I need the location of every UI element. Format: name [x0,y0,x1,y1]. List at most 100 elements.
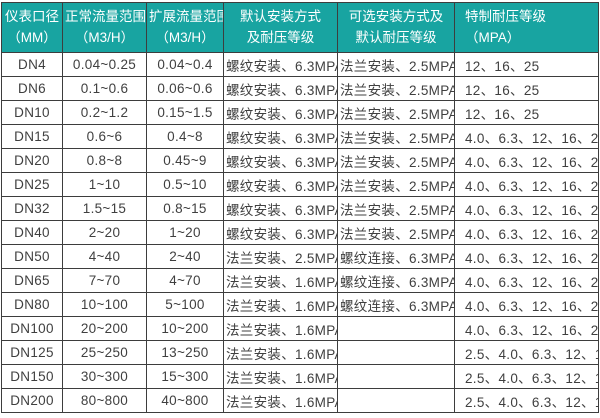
cell-extended_flow: 2~40 [146,244,224,269]
cell-extended_flow: 0.04~0.4 [146,52,224,77]
table-row: DN40 2~20 1~20 螺纹安装、6.3MPA 法兰安装、2.5MPA 4.0、6.… [1,220,599,245]
flowmeter-spec-table-wrap: 仪表口径 （MM） 正常流量范围 （M3/H） 扩展流量范围 （M3/H） 默认… [1,2,599,413]
cell-special_pressure: 2.5、4.0、6.3、12、16 [454,364,599,389]
header-diameter-line2: （MM） [7,29,57,45]
cell-normal_flow: 7~70 [62,268,147,293]
cell-normal_flow: 25~250 [62,340,147,365]
cell-default_install: 螺纹安装、6.3MPA [223,100,338,125]
header-diameter-line1: 仪表口径 [5,9,59,25]
table-header: 仪表口径 （MM） 正常流量范围 （M3/H） 扩展流量范围 （M3/H） 默认… [1,2,599,53]
cell-optional_install: 螺纹连接、6.3MPA [337,244,455,269]
cell-extended_flow: 0.45~9 [146,148,224,173]
header-normal-flow-line1: 正常流量范围 [65,9,146,25]
header-normal-flow-line2: （M3/H） [74,29,135,45]
cell-default_install: 法兰安装、2.5MPA [223,244,338,269]
cell-diameter: DN20 [1,148,63,173]
header-special-pressure-line2: （MPA） [465,29,521,45]
cell-special_pressure: 4.0、6.3、12、16、25 [454,124,599,149]
cell-optional_install: 法兰安装、2.5MPA [337,220,455,245]
cell-default_install: 法兰安装、1.6MPA [223,316,338,341]
cell-diameter: DN10 [1,100,63,125]
cell-special_pressure: 4.0、6.3、12、16、25 [454,220,599,245]
cell-diameter: DN50 [1,244,63,269]
table-row: DN150 30~300 15~300 法兰安装、1.6MPA 2.5、4.0、6.3、… [1,364,599,389]
header-diameter: 仪表口径 （MM） [1,2,63,53]
cell-default_install: 螺纹安装、6.3MPA [223,52,338,77]
cell-optional_install [337,388,455,413]
cell-diameter: DN40 [1,220,63,245]
cell-diameter: DN6 [1,76,63,101]
cell-optional_install [337,340,455,365]
cell-extended_flow: 0.06~0.6 [146,76,224,101]
cell-diameter: DN80 [1,292,63,317]
cell-optional_install: 法兰安装、2.5MPA [337,148,455,173]
cell-optional_install: 法兰安装、2.5MPA [337,52,455,77]
cell-extended_flow: 40~800 [146,388,224,413]
cell-normal_flow: 4~40 [62,244,147,269]
cell-optional_install: 法兰安装、2.5MPA [337,196,455,221]
cell-special_pressure: 4.0、6.3、12、16、25 [454,292,599,317]
cell-normal_flow: 80~800 [62,388,147,413]
cell-optional_install: 螺纹连接、6.3MPA [337,268,455,293]
flowmeter-spec-table: 仪表口径 （MM） 正常流量范围 （M3/H） 扩展流量范围 （M3/H） 默认… [1,2,599,413]
cell-default_install: 螺纹安装、6.3MPA [223,76,338,101]
header-default-install-line2: 及耐压等级 [246,29,315,45]
cell-extended_flow: 0.15~1.5 [146,100,224,125]
header-normal-flow: 正常流量范围 （M3/H） [62,2,147,53]
table-row: DN125 25~250 13~250 法兰安装、1.6MPA 2.5、4.0、6.3、… [1,340,599,365]
cell-default_install: 螺纹安装、6.3MPA [223,172,338,197]
cell-special_pressure: 4.0、6.3、12、16、25 [454,244,599,269]
cell-diameter: DN125 [1,340,63,365]
cell-default_install: 螺纹安装、6.3MPA [223,220,338,245]
cell-diameter: DN25 [1,172,63,197]
cell-diameter: DN100 [1,316,63,341]
cell-special_pressure: 4.0、6.3、12、16、25 [454,148,599,173]
cell-optional_install [337,364,455,389]
cell-default_install: 法兰安装、1.6MPA [223,340,338,365]
cell-normal_flow: 0.1~0.6 [62,76,147,101]
cell-diameter: DN150 [1,364,63,389]
cell-extended_flow: 0.5~10 [146,172,224,197]
cell-extended_flow: 1~20 [146,220,224,245]
cell-normal_flow: 0.2~1.2 [62,100,147,125]
table-row: DN100 20~200 10~200 法兰安装、1.6MPA 4.0、6.3、12、1… [1,316,599,341]
cell-normal_flow: 0.04~0.25 [62,52,147,77]
header-special-pressure: 特制耐压等级 （MPA） [454,2,599,53]
cell-special_pressure: 12、16、25 [454,100,599,125]
header-row: 仪表口径 （MM） 正常流量范围 （M3/H） 扩展流量范围 （M3/H） 默认… [1,2,599,53]
table-row: DN10 0.2~1.2 0.15~1.5 螺纹安装、6.3MPA 法兰安装、2.5MP… [1,100,599,125]
cell-diameter: DN65 [1,268,63,293]
table-row: DN200 80~800 40~800 法兰安装、1.6MPA 2.5、4.0、6.3、… [1,388,599,413]
cell-diameter: DN32 [1,196,63,221]
cell-default_install: 螺纹安装、6.3MPA [223,196,338,221]
header-default-install-line1: 默认安装方式 [240,9,321,25]
cell-default_install: 法兰安装、1.6MPA [223,268,338,293]
cell-special_pressure: 2.5、4.0、6.3、12、16 [454,388,599,413]
table-row: DN6 0.1~0.6 0.06~0.6 螺纹安装、6.3MPA 法兰安装、2.5MPA… [1,76,599,101]
cell-special_pressure: 4.0、6.3、12、16、25 [454,196,599,221]
cell-optional_install: 法兰安装、2.5MPA [337,76,455,101]
cell-default_install: 螺纹安装、6.3MPA [223,124,338,149]
cell-diameter: DN4 [1,52,63,77]
cell-diameter: DN15 [1,124,63,149]
table-row: DN32 1.5~15 0.8~15 螺纹安装、6.3MPA 法兰安装、2.5MPA 4.… [1,196,599,221]
header-extended-flow-line1: 扩展流量范围 [149,9,224,25]
cell-extended_flow: 0.8~15 [146,196,224,221]
cell-extended_flow: 0.4~8 [146,124,224,149]
header-optional-install-line1: 可选安装方式及 [348,9,444,25]
cell-normal_flow: 2~20 [62,220,147,245]
cell-extended_flow: 15~300 [146,364,224,389]
header-extended-flow: 扩展流量范围 （M3/H） [146,2,224,53]
cell-diameter: DN200 [1,388,63,413]
table-row: DN15 0.6~6 0.4~8 螺纹安装、6.3MPA 法兰安装、2.5MPA 4.0、… [1,124,599,149]
cell-optional_install: 法兰安装、2.5MPA [337,124,455,149]
cell-optional_install [337,316,455,341]
cell-special_pressure: 4.0、6.3、12、16、25 [454,316,599,341]
cell-special_pressure: 4.0、6.3、12、16、25 [454,268,599,293]
cell-special_pressure: 12、16、25 [454,76,599,101]
cell-normal_flow: 1~10 [62,172,147,197]
cell-special_pressure: 4.0、6.3、12、16、25 [454,172,599,197]
cell-extended_flow: 13~250 [146,340,224,365]
cell-normal_flow: 20~200 [62,316,147,341]
cell-special_pressure: 12、16、25 [454,52,599,77]
